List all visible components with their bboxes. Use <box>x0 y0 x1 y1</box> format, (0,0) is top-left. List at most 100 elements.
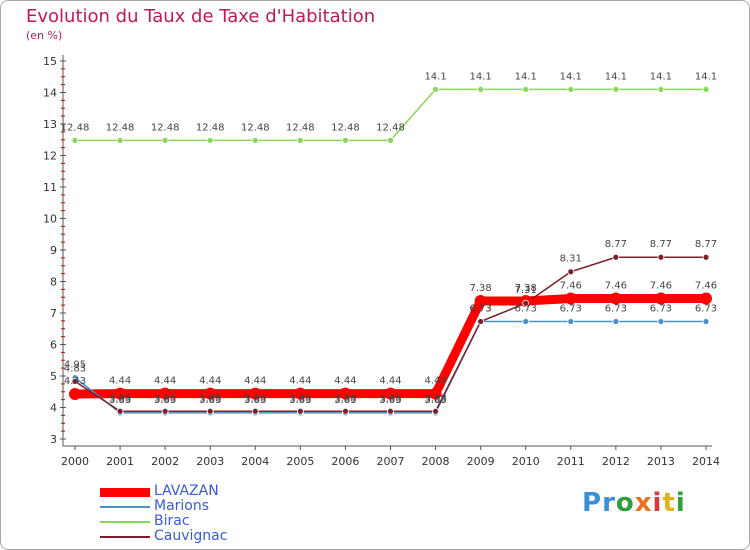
y-tick-label: 4 <box>50 402 57 415</box>
data-point-birac <box>296 136 304 144</box>
data-point-cauvignac <box>251 407 259 415</box>
data-point-birac <box>567 85 575 93</box>
x-tick-label: 2001 <box>106 455 134 468</box>
y-tick-label: 13 <box>43 118 57 131</box>
data-point-cauvignac <box>116 407 124 415</box>
legend-item-birac: Birac <box>100 513 300 529</box>
legend-label-birac: Birac <box>154 513 190 529</box>
x-tick-label: 2003 <box>196 455 224 468</box>
data-point-marions <box>612 318 620 325</box>
data-label-lavazan: 7.46 <box>650 281 672 292</box>
data-point-lavazan <box>114 387 127 400</box>
data-point-cauvignac <box>702 253 710 261</box>
data-label-cauvignac: 3.88 <box>109 393 131 404</box>
y-tick-label: 7 <box>50 307 57 320</box>
data-label-marions: 3.83 <box>154 395 176 406</box>
chart-subtitle: (en %) <box>26 29 63 42</box>
data-point-marions <box>567 318 575 325</box>
data-point-birac <box>477 85 485 93</box>
data-label-marions: 6.73 <box>650 304 672 315</box>
data-point-lavazan <box>339 387 352 400</box>
data-label-lavazan: 4.44 <box>109 376 131 387</box>
chart-title: Evolution du Taux de Taxe d'Habitation <box>26 6 376 27</box>
logo-letter: P <box>582 488 603 518</box>
data-point-lavazan <box>159 387 172 400</box>
data-label-birac: 12.48 <box>241 122 270 133</box>
data-point-birac <box>206 136 214 144</box>
legend-item-marions: Marions <box>100 498 300 514</box>
data-point-marions <box>522 318 530 325</box>
data-label-cauvignac: 3.88 <box>154 393 176 404</box>
data-point-cauvignac <box>71 377 79 385</box>
data-label-birac: 14.1 <box>515 71 537 82</box>
data-point-cauvignac <box>161 407 169 415</box>
data-label-cauvignac: 3.88 <box>289 393 311 404</box>
data-point-cauvignac <box>387 407 394 415</box>
legend-label-marions: Marions <box>154 498 210 514</box>
data-label-lavazan: 7.46 <box>695 281 717 292</box>
data-point-birac <box>657 85 665 93</box>
x-tick-label: 2004 <box>241 455 269 468</box>
data-point-lavazan <box>700 292 712 305</box>
data-label-marions: 6.73 <box>515 304 537 315</box>
data-label-birac: 12.48 <box>61 122 90 133</box>
data-point-birac <box>342 136 349 144</box>
y-tick-label: 12 <box>43 150 57 163</box>
data-point-lavazan <box>564 292 577 305</box>
data-label-cauvignac: 6.73 <box>470 304 492 315</box>
y-tick-label: 3 <box>50 433 57 446</box>
data-label-marions: 3.83 <box>379 395 401 406</box>
data-point-lavazan <box>474 295 487 308</box>
data-point-birac <box>522 85 530 93</box>
data-label-birac: 14.1 <box>695 71 717 82</box>
data-label-birac: 14.1 <box>470 71 492 82</box>
x-tick-label: 2010 <box>512 455 540 468</box>
data-point-cauvignac <box>477 318 485 325</box>
y-tick-label: 15 <box>43 55 57 68</box>
data-label-cauvignac: 3.88 <box>199 393 221 404</box>
logo-letter: o <box>615 488 635 518</box>
data-label-lavazan: 4.44 <box>289 376 311 387</box>
data-label-marions: 3.83 <box>289 395 311 406</box>
data-point-marions <box>702 318 710 325</box>
legend-swatch-marions <box>100 506 150 508</box>
data-label-marions: 4.95 <box>64 360 86 371</box>
data-label-lavazan: 4.44 <box>199 376 221 387</box>
data-label-marions: 3.83 <box>334 395 356 406</box>
data-label-birac: 12.48 <box>151 122 180 133</box>
data-label-birac: 12.48 <box>331 122 360 133</box>
legend-label-lavazan: LAVAZAN <box>154 483 219 499</box>
data-label-marions: 3.83 <box>199 395 221 406</box>
data-label-lavazan: 4.43 <box>64 376 86 387</box>
data-label-marions: 3.83 <box>109 395 131 406</box>
chart-legend: LAVAZAN Marions Birac Cauvignac <box>100 483 300 544</box>
x-tick-label: 2014 <box>692 455 720 468</box>
logo-letter: i <box>652 488 663 518</box>
logo-letter: i <box>675 488 686 518</box>
data-label-lavazan: 7.46 <box>605 281 627 292</box>
data-label-lavazan: 4.44 <box>154 376 176 387</box>
data-label-lavazan: 4.44 <box>379 376 401 387</box>
data-point-birac <box>71 136 79 144</box>
data-label-birac: 12.48 <box>106 122 135 133</box>
data-point-marions <box>657 318 665 325</box>
data-label-marions: 3.83 <box>244 395 266 406</box>
data-point-lavazan <box>69 387 81 400</box>
data-label-birac: 14.1 <box>424 71 446 82</box>
data-label-marions: 6.73 <box>695 304 717 315</box>
y-tick-label: 5 <box>50 370 57 383</box>
data-label-birac: 14.1 <box>650 71 672 82</box>
logo-letter: r <box>602 488 616 518</box>
data-point-birac <box>612 85 620 93</box>
data-label-cauvignac: 3.88 <box>424 393 446 404</box>
data-point-cauvignac <box>567 268 575 276</box>
data-label-lavazan: 7.38 <box>470 283 492 294</box>
legend-swatch-lavazan <box>100 487 150 497</box>
data-label-cauvignac: 8.31 <box>560 254 582 265</box>
data-label-cauvignac: 8.77 <box>650 239 672 250</box>
data-label-lavazan: 4.44 <box>424 376 446 387</box>
proxiti-logo: Proxiti <box>582 488 686 518</box>
y-tick-label: 14 <box>43 87 57 100</box>
data-label-marions: 6.73 <box>470 304 492 315</box>
